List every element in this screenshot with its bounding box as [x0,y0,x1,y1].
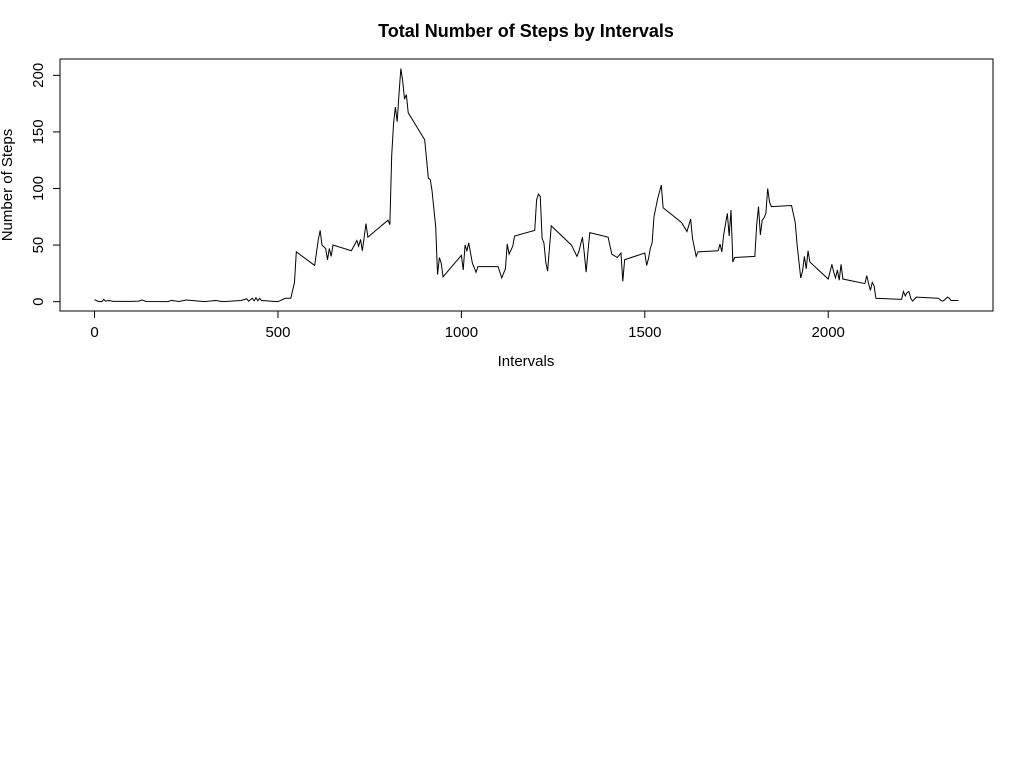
x-tick-label: 1000 [445,324,478,341]
y-tick-label: 100 [30,176,47,201]
x-tick-label: 0 [90,324,98,341]
x-tick-label: 2000 [812,324,845,341]
chart-title: Total Number of Steps by Intervals [378,21,674,41]
data-line [94,68,959,303]
y-tick-label: 50 [30,237,47,254]
x-tick-label: 500 [265,324,290,341]
y-tick-label: 200 [30,63,47,88]
y-tick-label: 0 [30,297,47,305]
y-tick-label: 150 [30,119,47,144]
x-axis-label: Intervals [498,353,555,370]
y-axis-label: Number of Steps [0,129,16,242]
x-tick-label: 1500 [628,324,661,341]
